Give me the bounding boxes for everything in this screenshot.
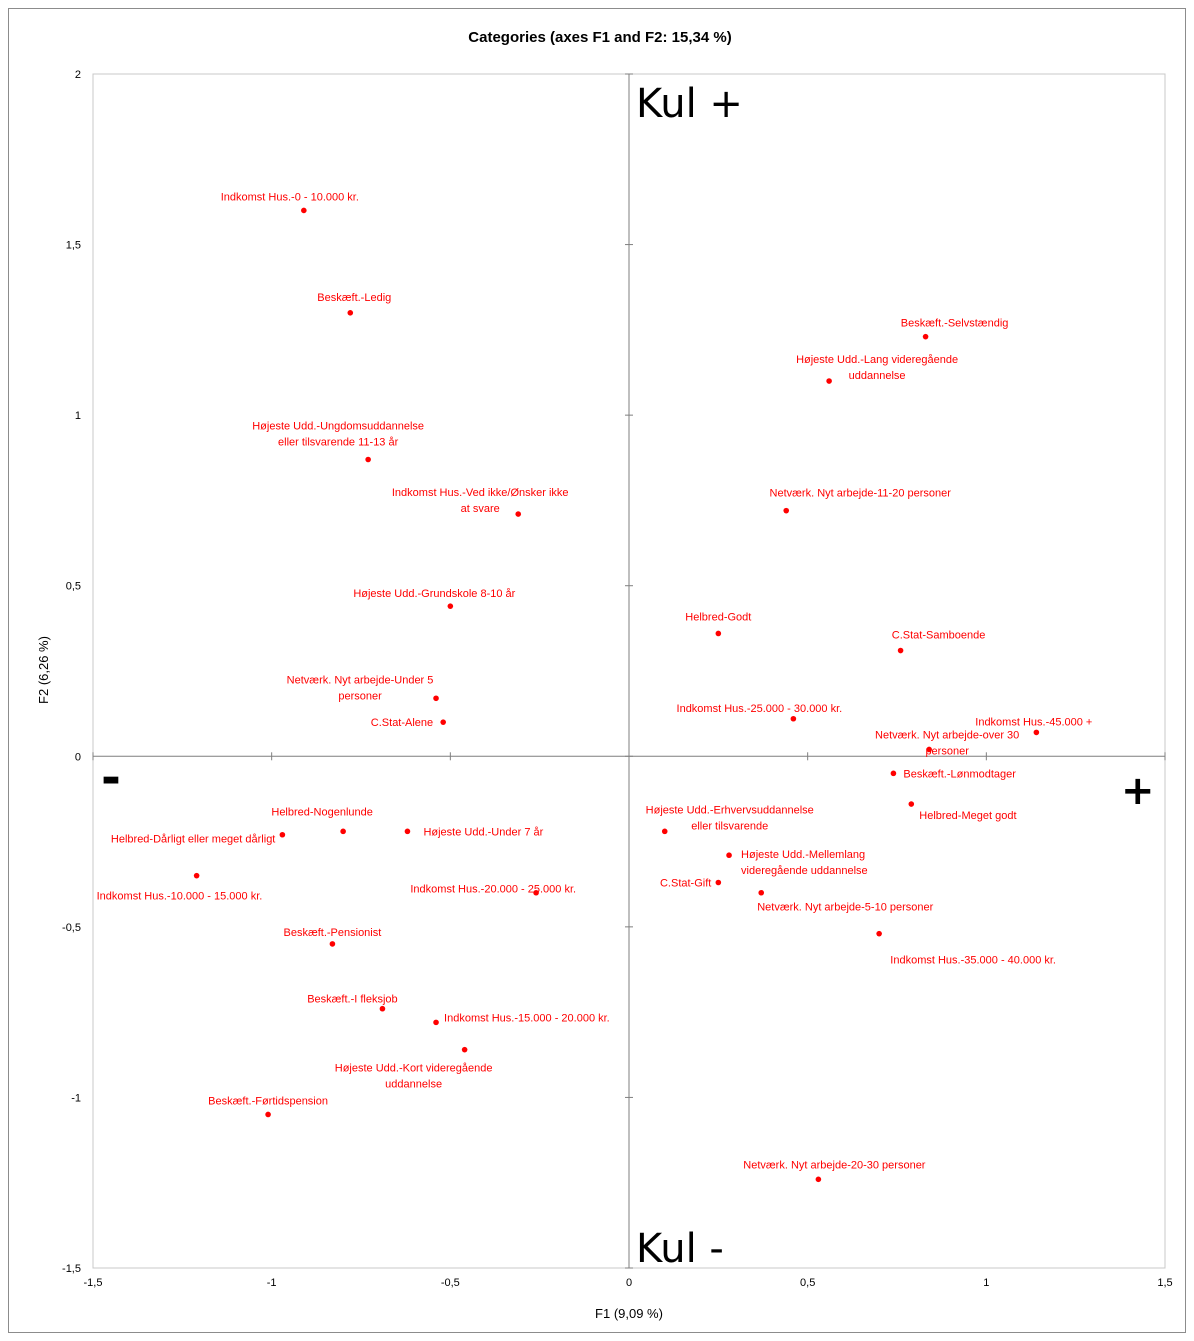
data-point xyxy=(340,828,346,835)
data-point xyxy=(897,647,904,654)
x-tick-label: -1,5 xyxy=(84,1277,103,1289)
axes-group xyxy=(93,74,1165,1268)
point-label: Indkomst Hus.-Ved ikke/Ønsker ikke at sva… xyxy=(392,487,569,515)
point-label: Netværk. Nyt arbejde-over 30 personer xyxy=(875,729,1019,757)
data-point xyxy=(404,828,411,835)
data-point xyxy=(908,801,915,807)
point-label: Beskæft.-I fleksjob xyxy=(307,994,397,1006)
data-point xyxy=(279,831,286,838)
x-tick-label: 0 xyxy=(626,1277,632,1289)
point-label: Højeste Udd.-Mellemlang videregående udda… xyxy=(741,849,868,877)
data-point xyxy=(379,1005,386,1012)
point-label: Netværk. Nyt arbejde-Under 5 personer xyxy=(287,674,434,702)
data-point xyxy=(365,456,371,463)
point-label: Helbred-Dårligt eller meget dårligt xyxy=(111,834,275,846)
x-tick-label: 0,5 xyxy=(800,1277,815,1289)
point-label: Indkomst Hus.-45.000 + xyxy=(975,716,1092,728)
data-point xyxy=(826,378,832,384)
point-label: Helbred-Nogenlunde xyxy=(271,806,373,818)
point-label: Beskæft.-Ledig xyxy=(317,292,391,304)
data-point xyxy=(783,507,790,514)
data-point xyxy=(347,310,354,316)
data-point xyxy=(815,1176,822,1183)
data-point xyxy=(661,828,668,835)
point-label: Netværk. Nyt arbejde-20-30 personer xyxy=(743,1159,926,1171)
point-label: Højeste Udd.-Erhvervsuddannelse eller til… xyxy=(646,804,814,832)
point-label: Højeste Udd.-Ungdomsuddannelse eller tils… xyxy=(252,420,424,448)
point-label: Indkomst Hus.-0 - 10.000 kr. xyxy=(221,191,359,203)
data-point xyxy=(876,930,882,937)
y-tick-label: -0,5 xyxy=(62,922,81,934)
data-point xyxy=(433,695,439,702)
y-tick-label: -1,5 xyxy=(62,1263,81,1275)
data-point xyxy=(515,511,522,517)
ticks-group: -1,5 -1 -0,5 0 0,5 1 1,5 -1,5 -1 -0,5 0 0,5 1 1,5 2 xyxy=(62,69,1173,1289)
point-label: Beskæft.-Lønmodtager xyxy=(903,768,1016,780)
data-point xyxy=(922,333,929,340)
point-label: Indkomst Hus.-15.000 - 20.000 kr. xyxy=(444,1012,610,1024)
x-tick-label: 1 xyxy=(983,1277,989,1289)
y-tick-label: 1 xyxy=(75,410,81,422)
annotation-top: Kul + xyxy=(636,81,743,127)
data-point xyxy=(265,1111,271,1118)
point-label: Indkomst Hus.-35.000 - 40.000 kr. xyxy=(890,955,1056,967)
point-label: Højeste Udd.-Under 7 år xyxy=(423,826,543,838)
data-point xyxy=(758,889,765,896)
point-label: C.Stat-Gift xyxy=(660,878,711,890)
point-label: Højeste Udd.-Kort videregående uddannelse xyxy=(335,1063,493,1091)
point-label: Helbred-Godt xyxy=(685,611,751,623)
data-point xyxy=(926,746,932,753)
point-label: Højeste Udd.-Grundskole 8-10 år xyxy=(353,588,515,600)
annotation-left: - xyxy=(101,750,121,806)
point-label: Netværk. Nyt arbejde-11-20 personer xyxy=(770,488,952,500)
point-label: C.Stat-Alene xyxy=(371,717,433,729)
point-label: Beskæft.-Selvstændig xyxy=(901,318,1009,330)
data-point xyxy=(329,941,336,947)
y-tick-label: 2 xyxy=(75,69,81,81)
point-label: Beskæft.-Pensionist xyxy=(283,927,381,939)
point-label: Indkomst Hus.-25.000 - 30.000 kr. xyxy=(677,703,843,715)
point-label: Helbred-Meget godt xyxy=(919,810,1016,822)
x-tick-label: -0,5 xyxy=(441,1277,460,1289)
data-point xyxy=(433,1019,439,1026)
x-axis-label: F1 (9,09 %) xyxy=(595,1306,663,1321)
x-tick-label: 1,5 xyxy=(1157,1277,1172,1289)
y-tick-label: 0,5 xyxy=(66,581,81,593)
point-label: Beskæft.-Førtidspension xyxy=(208,1095,328,1107)
data-point xyxy=(790,715,797,722)
point-label: Højeste Udd.-Lang videregående uddannelse xyxy=(796,354,958,382)
annotation-bottom: Kul - xyxy=(636,1226,724,1272)
data-point xyxy=(726,852,732,859)
data-point xyxy=(193,872,200,879)
y-axis-label: F2 (6,26 %) xyxy=(36,636,51,704)
point-label: C.Stat-Samboende xyxy=(892,630,986,642)
y-tick-label: 0 xyxy=(75,751,81,763)
data-point xyxy=(1033,729,1040,736)
y-tick-label: -1 xyxy=(71,1092,81,1104)
data-point xyxy=(715,879,722,886)
data-point xyxy=(461,1046,468,1053)
point-label: Indkomst Hus.-20.000 - 25.000 kr. xyxy=(410,884,576,896)
annotation-right: + xyxy=(1121,768,1155,814)
y-tick-label: 1,5 xyxy=(66,240,81,252)
x-tick-label: -1 xyxy=(267,1277,277,1289)
data-point xyxy=(447,603,454,609)
chart-frame xyxy=(8,8,1186,1333)
data-point xyxy=(440,719,446,725)
data-point xyxy=(301,207,307,214)
points-group: Indkomst Hus.-0 - 10.000 kr. Beskæft.-Led… xyxy=(97,191,1092,1183)
chart-title: Categories (axes F1 and F2: 15,34 %) xyxy=(468,29,731,46)
point-label: Netværk. Nyt arbejde-5-10 personer xyxy=(757,902,933,914)
data-point xyxy=(890,770,897,777)
point-label: Indkomst Hus.-10.000 - 15.000 kr. xyxy=(97,891,263,903)
data-point xyxy=(533,889,539,896)
data-point xyxy=(715,630,722,637)
